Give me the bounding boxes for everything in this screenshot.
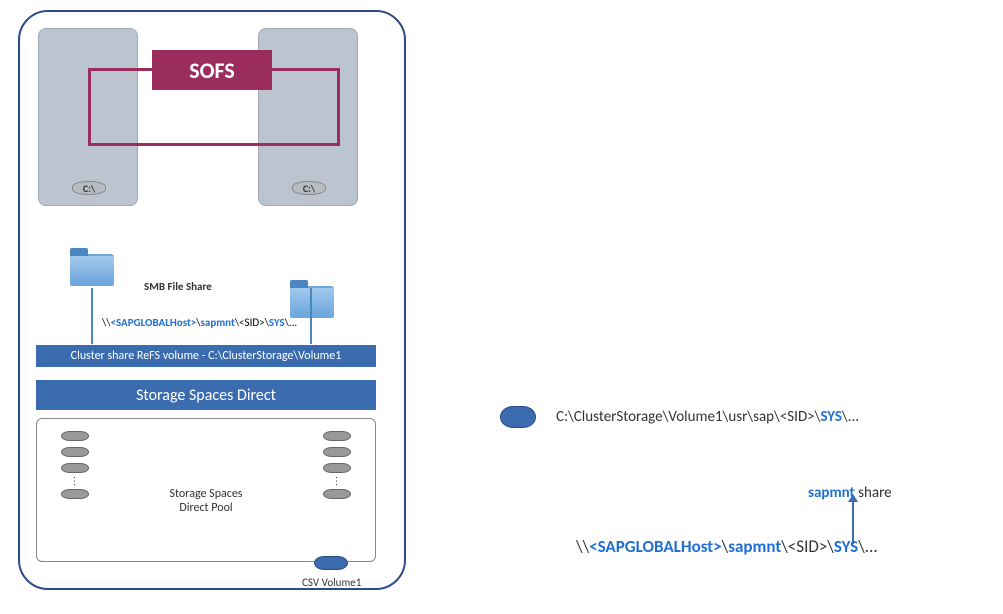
disk-icon — [323, 463, 351, 473]
smb-file-share-label: SMB File Share — [144, 280, 212, 293]
disk-icon — [61, 447, 89, 457]
disk-icon — [61, 463, 89, 473]
storage-spaces-direct-bar: Storage Spaces Direct — [36, 380, 376, 410]
folder-icon-right — [290, 286, 334, 318]
csv-volume-icon — [314, 556, 348, 570]
disk-icon — [323, 447, 351, 457]
sofs-label: SOFS — [189, 57, 234, 84]
sofs-box: SOFS — [152, 50, 272, 90]
dots-icon: ⋮ — [70, 479, 81, 483]
folder-line-right — [310, 288, 312, 344]
folder-line-left — [91, 288, 93, 344]
storage-pool-box: ⋮ ⋮ Storage Spaces Direct Pool — [36, 418, 376, 562]
cluster-storage-path: C:\ClusterStorage\Volume1\usr\sap\<SID>\… — [556, 408, 859, 426]
drive-icon: C:\ — [292, 181, 326, 195]
csv-volume-label: CSV Volume1 — [302, 576, 361, 589]
folder-icon-left — [70, 254, 114, 286]
dots-icon: ⋮ — [332, 479, 343, 483]
pool-label: Storage Spaces Direct Pool — [37, 487, 375, 515]
drive-label-right: C:\ — [303, 182, 315, 195]
cluster-share-bar: Cluster share ReFS volume - C:\ClusterSt… — [36, 345, 376, 367]
disk-icon — [323, 431, 351, 441]
drive-icon: C:\ — [72, 181, 106, 195]
cluster-storage-disk-icon — [500, 406, 536, 428]
smb-path: \\<SAPGLOBALHost>\sapmnt\<SID>\SYS\... — [102, 316, 297, 329]
disk-icon — [61, 431, 89, 441]
unc-path: \\<SAPGLOBALHost>\sapmnt\<SID>\SYS\... — [576, 536, 878, 557]
sapmnt-share-label: sapmnt share — [808, 484, 892, 502]
drive-label-left: C:\ — [83, 182, 95, 195]
